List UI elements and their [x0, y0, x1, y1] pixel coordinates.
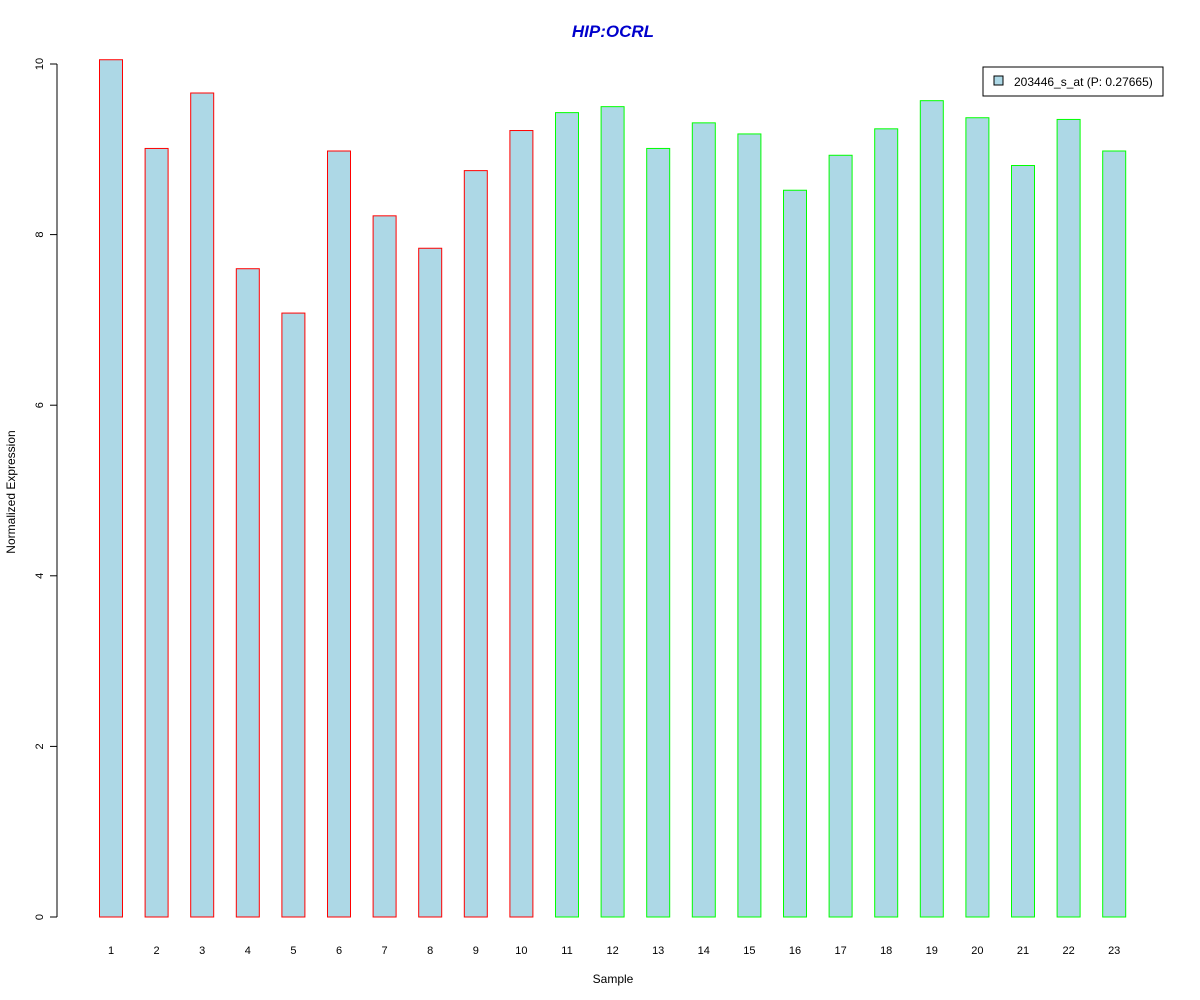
x-tick-label: 6 — [336, 945, 342, 957]
bar-sample-14 — [691, 122, 716, 918]
y-tick-label: 10 — [34, 58, 46, 70]
x-tick-label: 13 — [652, 945, 664, 957]
bar-sample-1 — [99, 59, 123, 918]
y-tick-label: 6 — [34, 402, 46, 408]
x-tick-label: 15 — [743, 945, 755, 957]
bars — [99, 59, 1127, 918]
x-axis-label: Sample — [593, 972, 634, 986]
bar-sample-3 — [190, 92, 215, 918]
x-tick-label: 4 — [245, 945, 251, 957]
x-tick-label: 5 — [290, 945, 296, 957]
x-tick-label: 10 — [515, 945, 527, 957]
bar-sample-11 — [555, 112, 579, 918]
x-tick-label: 9 — [473, 945, 479, 957]
x-tick-label: 19 — [926, 945, 938, 957]
legend-swatch — [993, 75, 1004, 86]
bar-sample-8 — [418, 247, 443, 918]
y-tick-label: 0 — [34, 914, 46, 920]
x-tick-label: 12 — [606, 945, 618, 957]
bar-sample-19 — [919, 100, 944, 918]
bar-sample-15 — [737, 133, 762, 918]
bar-sample-16 — [783, 189, 807, 918]
x-tick-label: 3 — [199, 945, 205, 957]
y-axis: 0 2 4 6 8 10 — [34, 58, 58, 920]
x-tick-label: 21 — [1017, 945, 1029, 957]
y-tick-label: 2 — [34, 743, 46, 749]
y-tick-label: 4 — [34, 573, 46, 579]
bar-sample-4 — [235, 268, 260, 918]
y-axis-label: Normalized Expression — [4, 430, 18, 553]
bar-sample-9 — [463, 170, 488, 918]
bar-sample-5 — [281, 312, 306, 918]
legend-label: 203446_s_at (P: 0.27665) — [1014, 75, 1153, 89]
x-tick-label: 22 — [1062, 945, 1074, 957]
bar-sample-2 — [144, 147, 169, 918]
x-tick-label: 18 — [880, 945, 892, 957]
x-tick-label: 17 — [834, 945, 846, 957]
x-tick-label: 8 — [427, 945, 433, 957]
bar-sample-6 — [327, 150, 351, 918]
x-tick-label: 23 — [1108, 945, 1120, 957]
bar-sample-20 — [965, 117, 990, 918]
bar-sample-22 — [1056, 118, 1081, 918]
legend-box — [982, 66, 1164, 97]
bar-sample-17 — [828, 154, 853, 918]
x-tick-label: 14 — [698, 945, 710, 957]
bar-sample-12 — [600, 106, 625, 918]
x-tick-label: 16 — [789, 945, 801, 957]
x-tick-labels: 1 2 3 4 5 6 7 8 9 10 11 12 13 14 15 16 17 18 19 20 21 22 23 — [108, 945, 1120, 957]
bar-sample-21 — [1011, 165, 1035, 918]
x-tick-label: 2 — [154, 945, 160, 957]
bar-sample-10 — [509, 130, 534, 918]
bar-sample-18 — [874, 128, 899, 918]
legend: 203446_s_at (P: 0.27665) — [982, 66, 1164, 97]
bar-sample-13 — [646, 147, 671, 918]
bar-sample-7 — [372, 215, 397, 918]
x-tick-label: 7 — [382, 945, 388, 957]
bar-sample-23 — [1102, 150, 1127, 918]
chart-title: HIP:OCRL — [572, 22, 654, 41]
x-tick-label: 11 — [561, 945, 572, 957]
y-tick-label: 8 — [34, 232, 46, 238]
x-tick-label: 1 — [108, 945, 114, 957]
x-tick-label: 20 — [971, 945, 983, 957]
